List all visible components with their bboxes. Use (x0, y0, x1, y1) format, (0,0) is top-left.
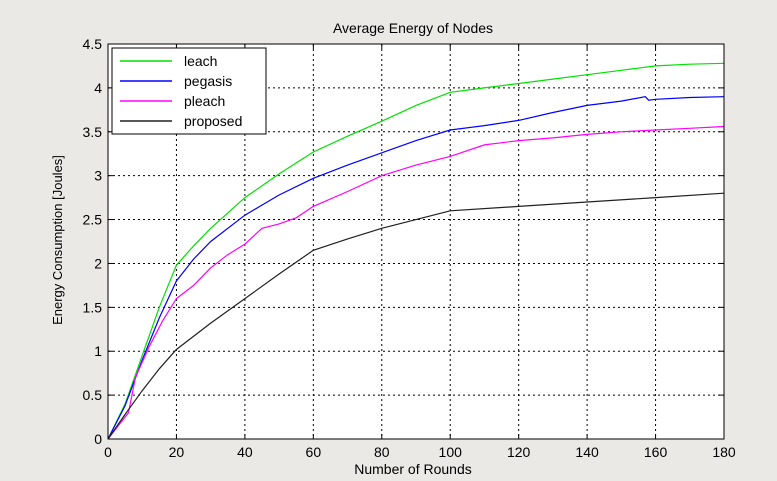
x-tick-label: 60 (306, 444, 322, 460)
legend-label-proposed: proposed (184, 113, 242, 129)
legend: leach pegasis pleach proposed (111, 47, 267, 135)
y-tick-label: 1 (94, 343, 102, 359)
x-tick-label: 100 (439, 444, 463, 460)
series-layer (107, 62, 725, 440)
series-line-proposed (107, 192, 725, 440)
series-line-pegasis (107, 96, 725, 440)
series-line-leach (107, 62, 725, 440)
series-line-pleach (107, 125, 725, 440)
y-tick-label: 2.5 (83, 212, 103, 228)
plot-frame (107, 43, 725, 440)
x-tick-label: 160 (644, 444, 668, 460)
legend-label-pegasis: pegasis (184, 73, 232, 89)
chart-title: Average Energy of Nodes (333, 20, 493, 36)
y-tick-label: 4.5 (83, 36, 103, 52)
y-tick-label: 0 (94, 431, 102, 447)
legend-box (111, 47, 267, 135)
x-tick-label: 120 (507, 444, 531, 460)
axis-ticks: 0 20 40 60 80 100 120 140 160 180 0 0.5 1 1.5 2 2.5 3 3.5… (83, 36, 736, 460)
y-tick-label: 2 (94, 255, 102, 271)
y-tick-label: 0.5 (83, 387, 103, 403)
legend-label-leach: leach (184, 53, 217, 69)
y-tick-label: 4 (94, 80, 102, 96)
x-tick-label: 20 (169, 444, 185, 460)
y-tick-label: 3 (94, 168, 102, 184)
x-tick-label: 80 (374, 444, 390, 460)
x-tick-label: 140 (575, 444, 599, 460)
x-axis-label: Number of Rounds (354, 461, 472, 477)
x-tick-label: 0 (104, 444, 112, 460)
y-axis-label: Energy Consumption [Joules] (50, 155, 65, 325)
x-tick-label: 180 (712, 444, 736, 460)
y-tick-label: 3.5 (83, 124, 103, 140)
legend-label-pleach: pleach (184, 93, 225, 109)
x-tick-label: 40 (237, 444, 253, 460)
y-tick-label: 1.5 (83, 299, 103, 315)
